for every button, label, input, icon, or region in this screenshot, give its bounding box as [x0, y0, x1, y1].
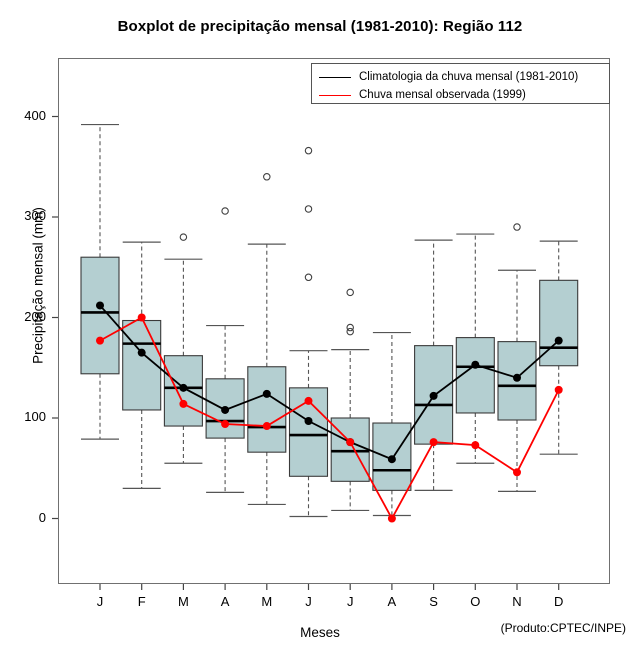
x-tick-label: N	[512, 594, 522, 609]
y-tick-label: 200	[24, 308, 46, 324]
y-tick-label: 0	[38, 509, 46, 525]
x-tick-label: D	[553, 594, 564, 609]
product-credit: (Produto:CPTEC/INPE)	[500, 621, 626, 635]
chart-title: Boxplot de precipitação mensal (1981-201…	[117, 18, 523, 35]
x-tick-label: J	[96, 594, 104, 609]
x-tick-label: J	[305, 594, 312, 609]
legend-label-climatology: Climatologia da chuva mensal (1981-2010)	[359, 71, 579, 83]
chart-legend: Climatologia da chuva mensal (1981-2010)…	[311, 63, 610, 104]
y-axis-label: Precipitação mensal (mm)	[30, 207, 46, 364]
x-tick-label: M	[261, 594, 273, 609]
y-tick-label: 100	[24, 409, 46, 424]
legend-label-observed: Chuva mensal observada (1999)	[359, 89, 526, 101]
x-axis-label: Meses	[300, 625, 340, 640]
y-tick-label: 400	[24, 107, 46, 123]
x-tick-label: F	[137, 594, 146, 609]
legend-item-observed: Chuva mensal observada (1999)	[319, 87, 602, 103]
x-tick-label: A	[220, 594, 230, 609]
x-tick-label: A	[387, 594, 397, 609]
x-tick-label: M	[177, 594, 189, 609]
x-tick-label: O	[470, 594, 481, 609]
plot-area	[58, 58, 610, 584]
y-tick-label: 300	[24, 208, 46, 223]
legend-swatch-climatology	[319, 76, 351, 78]
x-tick-label: S	[429, 594, 438, 609]
x-tick-label: J	[346, 594, 354, 609]
legend-item-climatology: Climatologia da chuva mensal (1981-2010)	[319, 69, 602, 85]
legend-swatch-observed	[319, 94, 351, 96]
